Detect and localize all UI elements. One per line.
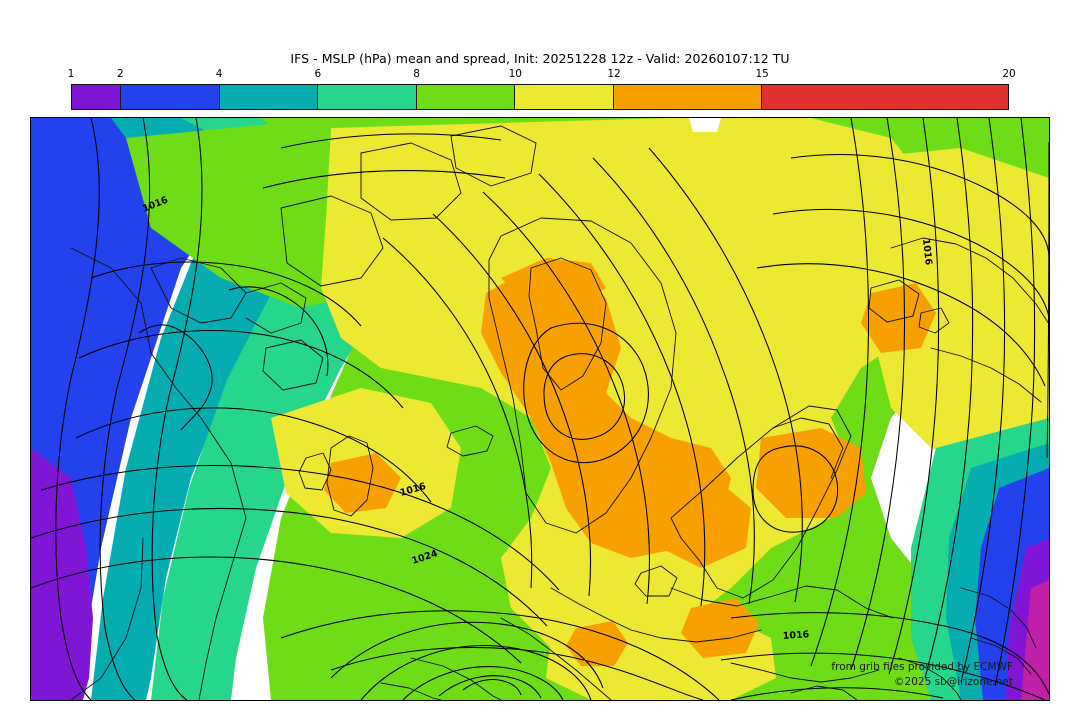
colorbar: 1 2 4 6 8 10 12 15 20 xyxy=(67,68,1016,110)
contour-label: 1016 xyxy=(920,238,934,266)
colorbar-tick-2: 2 xyxy=(117,68,124,80)
colorbar-segment-6-8 xyxy=(318,85,417,109)
chart-title: IFS - MSLP (hPa) mean and spread, Init: … xyxy=(290,51,790,66)
colorbar-segment-8-10 xyxy=(416,85,516,109)
colorbar-tick-10: 10 xyxy=(508,68,522,80)
colorbar-segment-2-4 xyxy=(121,85,220,109)
mslp-isobars xyxy=(31,118,1049,700)
colorbar-tick-1: 1 xyxy=(67,68,75,80)
colorbar-tick-4: 4 xyxy=(215,68,223,80)
colorbar-gradient xyxy=(71,84,1009,110)
colorbar-segment-12-15 xyxy=(613,85,762,109)
colorbar-tick-labels: 1 2 4 6 8 10 12 15 20 xyxy=(67,68,1016,82)
colorbar-segment-1-2 xyxy=(72,85,122,109)
contour-label: 1016 xyxy=(782,629,810,642)
colorbar-tick-6: 6 xyxy=(314,68,322,80)
coastlines xyxy=(70,125,1049,700)
colorbar-tick-20: 20 xyxy=(1002,68,1016,80)
colorbar-segment-10-12 xyxy=(515,85,614,109)
map-canvas: 1016 1016 1024 1016 1016 xyxy=(31,118,1049,700)
spread-shading xyxy=(31,118,1049,700)
colorbar-segment-4-6 xyxy=(219,85,319,109)
map-plot-area[interactable]: 1016 1016 1024 1016 1016 from grib files… xyxy=(30,117,1050,701)
colorbar-tick-8: 8 xyxy=(413,68,420,80)
colorbar-tick-12: 12 xyxy=(607,68,621,80)
colorbar-tick-15: 15 xyxy=(755,68,769,80)
colorbar-segment-15-20 xyxy=(761,85,1008,109)
